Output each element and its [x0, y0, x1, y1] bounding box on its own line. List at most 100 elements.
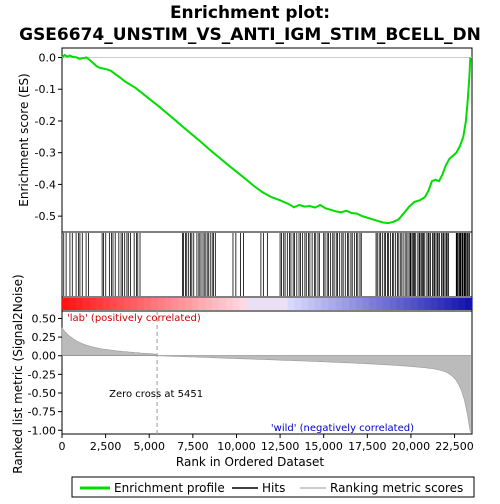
rank-color-segment — [130, 298, 138, 310]
legend-box — [71, 476, 475, 498]
x-tick-label: 10,000 — [217, 440, 256, 453]
rank-color-segment — [232, 298, 241, 310]
legend-hits-label: Hits — [262, 481, 285, 495]
enrichment-profile-line — [61, 53, 472, 225]
metric-y-tick-label: -1.00 — [28, 424, 56, 437]
es-y-tick-label: -0.1 — [35, 83, 56, 96]
rank-color-segment — [465, 298, 473, 310]
rank-color-segment — [417, 298, 425, 310]
metric-y-tick-label: -0.25 — [28, 368, 56, 381]
chart-title-line1: Enrichment plot: — [170, 3, 330, 23]
es-y-tick-label: -0.3 — [35, 147, 56, 160]
rank-color-segment — [198, 298, 207, 310]
es-y-axis-label: Enrichment score (ES) — [17, 73, 31, 206]
x-tick-label: 5,000 — [133, 440, 165, 453]
metric-y-tick-label: 0.00 — [32, 350, 57, 363]
rank-color-segment — [96, 298, 104, 310]
rank-color-segment — [383, 298, 391, 310]
rank-color-segment — [390, 298, 398, 310]
es-y-tick-label: -0.5 — [35, 210, 56, 223]
rank-color-segment — [62, 298, 70, 310]
rank-color-segment — [239, 298, 248, 310]
x-tick-label: 12,500 — [261, 440, 300, 453]
rank-color-segment — [116, 298, 125, 310]
rank-color-segment — [144, 298, 152, 310]
rank-color-segment — [301, 298, 309, 310]
ranking-metric-area — [61, 327, 471, 433]
rank-color-segment — [75, 298, 84, 310]
rank-color-segment — [424, 298, 432, 310]
x-tick-label: 0 — [59, 440, 66, 453]
rank-color-segment — [410, 298, 418, 310]
x-tick-label: 7,500 — [177, 440, 209, 453]
rank-color-segment — [171, 298, 179, 310]
metric-y-tick-label: -0.50 — [28, 387, 56, 400]
rank-color-segment — [328, 298, 336, 310]
metric-y-tick-label: 0.25 — [32, 331, 57, 344]
rank-color-segment — [308, 298, 316, 310]
rank-color-segment — [219, 298, 227, 310]
rank-color-segment — [157, 298, 166, 310]
rank-color-segment — [178, 298, 186, 310]
rank-color-segment — [109, 298, 118, 310]
rank-color-segment — [355, 298, 364, 310]
rank-color-segment — [185, 298, 193, 310]
rank-color-segment — [280, 298, 289, 310]
es-y-tick-label: -0.4 — [35, 178, 56, 191]
rank-color-segment — [437, 298, 446, 310]
es-y-ticks: 0.0 -0.1 -0.2 -0.3 -0.4 -0.5 — [35, 52, 62, 223]
x-tick-label: 17,500 — [348, 440, 387, 453]
rank-color-segment — [349, 298, 357, 310]
rank-color-segment — [396, 298, 405, 310]
es-y-tick-label: 0.0 — [39, 52, 57, 65]
metric-panel — [61, 310, 473, 435]
rank-color-segment — [137, 298, 145, 310]
es-panel — [61, 47, 473, 233]
rank-color-segment — [335, 298, 343, 310]
rank-color-segment — [260, 298, 268, 310]
rank-color-segment — [273, 298, 282, 310]
rank-color-segment — [444, 298, 453, 310]
rank-color-segment — [150, 298, 159, 310]
rank-color-segment — [314, 298, 323, 310]
chart-title-line2: GSE6674_UNSTIM_VS_ANTI_IGM_STIM_BCELL_DN — [19, 25, 481, 45]
rank-color-segment — [458, 298, 466, 310]
x-tick-label: 22,500 — [435, 440, 474, 453]
rank-color-segment — [321, 298, 330, 310]
metric-y-tick-label: 0.50 — [32, 312, 57, 325]
rank-color-segment — [403, 298, 412, 310]
rank-color-segment — [342, 298, 350, 310]
rank-color-segment — [287, 298, 295, 310]
rank-color-segment — [226, 298, 234, 310]
rank-color-segment — [82, 298, 90, 310]
rank-color-segment — [253, 298, 261, 310]
es-line-layer — [61, 53, 472, 225]
rank-color-segment — [267, 298, 275, 310]
rank-color-segment — [103, 298, 111, 310]
rank-color-segment — [246, 298, 254, 310]
rank-color-segment — [212, 298, 220, 310]
rank-color-segment — [294, 298, 302, 310]
negative-correlation-label: 'wild' (negatively correlated) — [271, 423, 414, 434]
rank-color-segments — [62, 298, 473, 310]
metric-y-tick-label: -0.75 — [28, 406, 56, 419]
positive-correlation-label: 'lab' (positively correlated) — [67, 313, 201, 324]
zero-cross-label: Zero cross at 5451 — [109, 389, 203, 400]
metric-y-axis-label: Ranked list metric (Signal2Noise) — [11, 274, 25, 473]
legend-enrichment-label: Enrichment profile — [114, 481, 225, 495]
x-axis-label: Rank in Ordered Dataset — [176, 455, 324, 469]
x-tick-label: 15,000 — [304, 440, 343, 453]
rank-color-segment — [376, 298, 384, 310]
metric-y-ticks: 0.50 0.25 0.00 -0.25 -0.50 -0.75 -1.00 — [28, 312, 62, 437]
rank-color-segment — [68, 298, 77, 310]
x-tick-label: 2,500 — [90, 440, 122, 453]
rank-color-segment — [191, 298, 200, 310]
x-tick-label: 20,000 — [392, 440, 431, 453]
rank-color-segment — [431, 298, 439, 310]
rank-color-segment — [451, 298, 459, 310]
rank-color-segment — [164, 298, 172, 310]
x-axis-ticks: 0 2,500 5,000 7,500 10,000 12,500 15,000 17,500… — [59, 434, 474, 453]
rank-color-segment — [89, 298, 97, 310]
